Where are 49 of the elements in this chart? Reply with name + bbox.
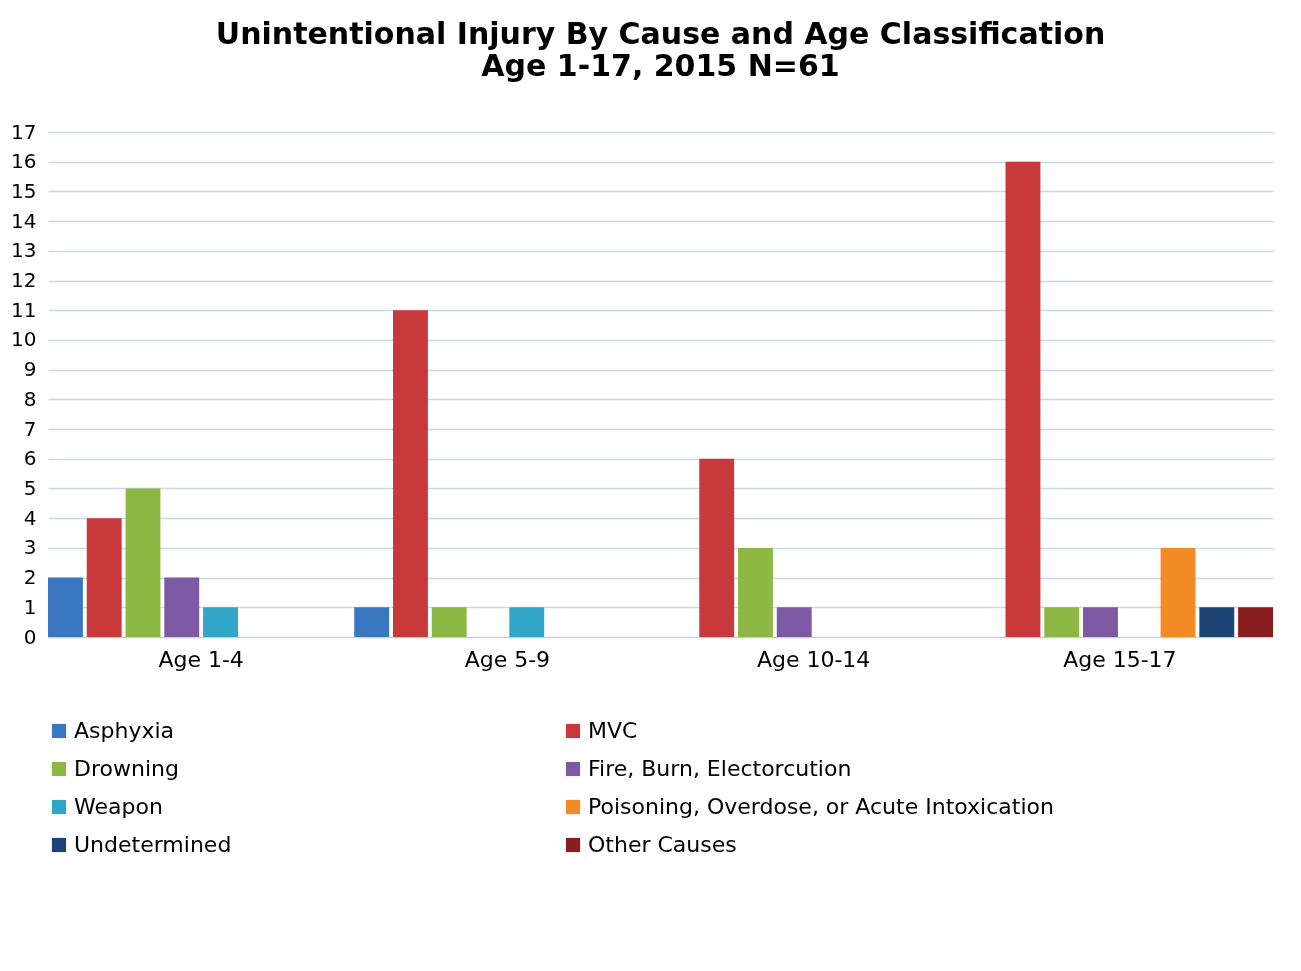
- bar: [1005, 161, 1041, 637]
- bar: [393, 310, 428, 637]
- y-tick-label: 9: [23, 357, 37, 382]
- y-tick-label: 15: [11, 178, 37, 203]
- x-tick-label: Age 15-17: [1063, 646, 1177, 672]
- x-tick-label: Age 10-14: [756, 646, 871, 672]
- y-tick-label: 6: [23, 446, 37, 471]
- legend-label: Weapon: [74, 794, 163, 819]
- legend-label: MVC: [588, 718, 638, 743]
- bar: [164, 577, 200, 637]
- y-tick-label: 10: [11, 327, 37, 352]
- bar: [1238, 607, 1273, 637]
- legend-label: Undetermined: [74, 832, 232, 857]
- legend-label: Other Causes: [588, 832, 737, 857]
- bar: [203, 607, 238, 637]
- bar: [354, 607, 390, 637]
- bar: [699, 458, 735, 637]
- bar: [776, 607, 812, 637]
- legend-label: Asphyxia: [74, 718, 175, 743]
- bar: [48, 577, 83, 637]
- y-tick-label: 7: [23, 416, 37, 441]
- y-tick-label: 2: [23, 565, 37, 590]
- x-tick-label: Age 1-4: [158, 646, 244, 672]
- bar: [1199, 607, 1235, 637]
- y-tick-label: 17: [11, 119, 37, 144]
- y-tick-label: 12: [11, 268, 37, 293]
- bar: [86, 518, 122, 637]
- y-tick-label: 13: [11, 238, 37, 263]
- legend-label: Drowning: [74, 756, 179, 781]
- bar: [1044, 607, 1080, 637]
- y-tick-label: 5: [23, 475, 37, 500]
- y-tick-label: 14: [11, 208, 37, 233]
- bar: [1083, 607, 1118, 637]
- y-tick-label: 16: [11, 149, 37, 174]
- y-tick-label: 0: [23, 624, 37, 649]
- bar: [738, 547, 773, 637]
- legend-label: Poisoning, Overdose, or Acute Intoxication: [588, 794, 1054, 819]
- chart-title: Unintentional Injury By Cause and Age Classification Age 1-17, 2015 N=61: [215, 16, 1106, 83]
- x-tick-label: Age 5-9: [464, 646, 551, 672]
- bar: [1160, 547, 1196, 637]
- legend-label: Fire, Burn, Electorcution: [588, 756, 852, 781]
- y-tick-label: 1: [23, 594, 37, 619]
- y-tick-label: 3: [23, 535, 37, 560]
- y-tick-label: 11: [11, 297, 37, 322]
- bar: [431, 607, 467, 637]
- y-tick-label: 8: [23, 386, 37, 411]
- bar: [509, 607, 545, 637]
- y-tick-label: 4: [23, 505, 37, 530]
- bar: [125, 488, 161, 637]
